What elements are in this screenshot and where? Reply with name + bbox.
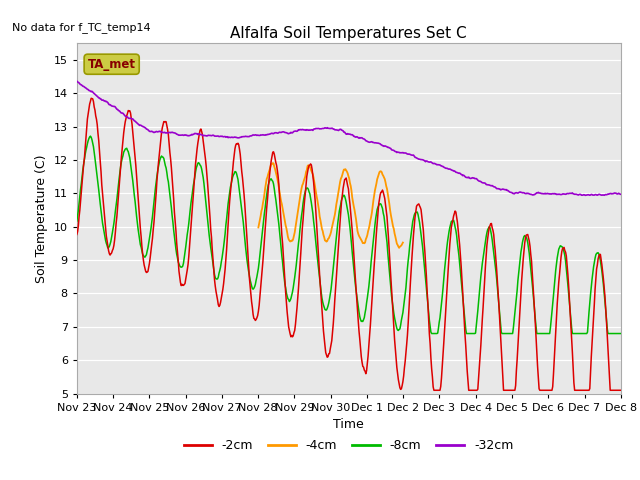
Text: TA_met: TA_met [88, 58, 136, 71]
Title: Alfalfa Soil Temperatures Set C: Alfalfa Soil Temperatures Set C [230, 25, 467, 41]
X-axis label: Time: Time [333, 418, 364, 431]
Text: No data for f_TC_temp14: No data for f_TC_temp14 [12, 22, 150, 33]
Legend: -2cm, -4cm, -8cm, -32cm: -2cm, -4cm, -8cm, -32cm [179, 434, 518, 457]
Y-axis label: Soil Temperature (C): Soil Temperature (C) [35, 154, 48, 283]
